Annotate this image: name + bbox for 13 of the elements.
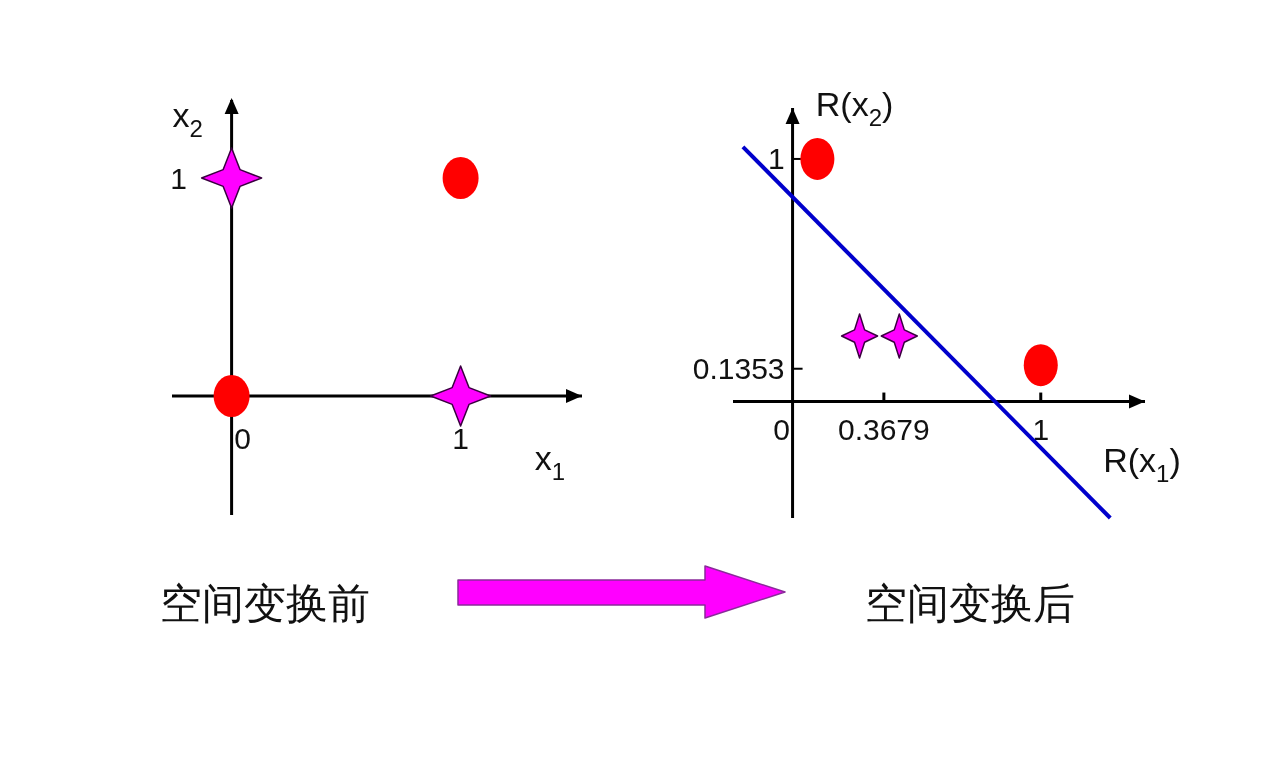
- x-axis-title: x$_{1}$: [534, 439, 566, 485]
- text: 空间变换后: [865, 579, 1075, 627]
- y-tick-label: 0.1353: [692, 352, 785, 386]
- x-tick-label: 0.3679: [837, 413, 930, 447]
- x-tick-label: 1: [452, 421, 469, 455]
- annotation: 1: [170, 161, 187, 195]
- y-axis-title: x$_{2}$: [172, 96, 203, 142]
- x-axis-title: R(x$_{1}$): [1103, 440, 1181, 487]
- text: 空间变换前: [160, 579, 370, 627]
- y-axis-title: R(x$_{2}$): [815, 85, 894, 131]
- x-tick-label: 0: [234, 421, 251, 455]
- x-tick-label: 1: [1032, 413, 1050, 447]
- x-tick-label: 0: [773, 413, 790, 447]
